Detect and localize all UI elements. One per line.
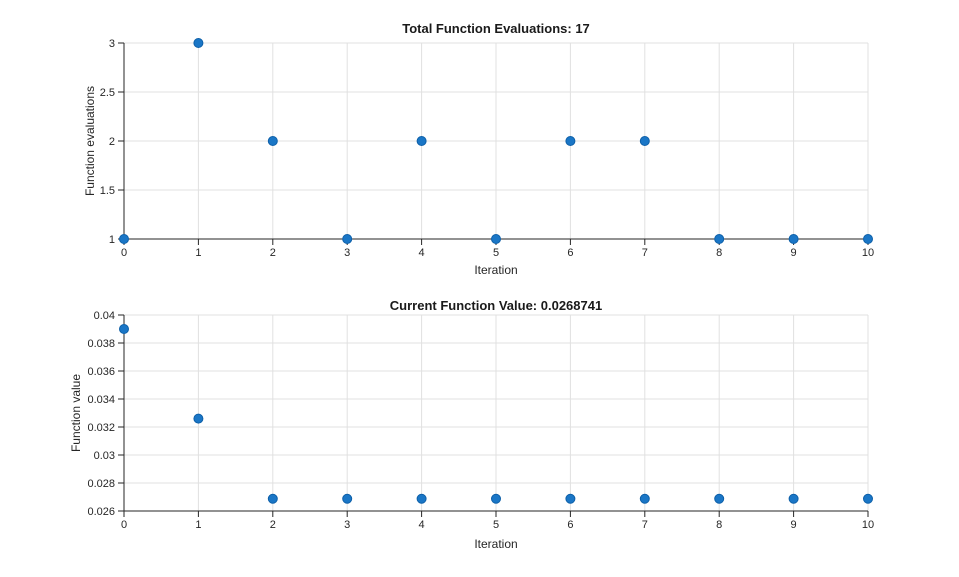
x-tick-label: 2 (270, 247, 276, 259)
x-tick-label: 3 (344, 519, 350, 531)
x-tick-label: 6 (567, 247, 573, 259)
bottom-chart-title: Current Function Value: 0.0268741 (390, 298, 602, 313)
x-tick-label: 9 (791, 519, 797, 531)
data-point (119, 234, 129, 244)
x-tick-label: 6 (567, 519, 573, 531)
y-tick-label: 2.5 (100, 87, 115, 99)
x-tick-label: 8 (716, 247, 722, 259)
data-point (267, 493, 278, 504)
data-point (714, 493, 725, 504)
x-tick-label: 5 (493, 247, 499, 259)
x-tick-label: 1 (195, 247, 201, 259)
x-tick-label: 1 (195, 519, 201, 531)
y-tick-label: 0.04 (94, 310, 115, 322)
y-tick-label: 3 (109, 38, 115, 50)
y-tick-label: 0.03 (94, 450, 115, 462)
y-tick-label: 0.028 (87, 478, 115, 490)
data-point (267, 136, 278, 146)
x-tick-label: 3 (344, 247, 350, 259)
top-yaxis-label: Function evaluations (83, 86, 97, 196)
y-tick-label: 0.026 (87, 506, 115, 518)
data-point (416, 493, 427, 504)
x-tick-label: 10 (862, 519, 874, 531)
bottom-yaxis-label: Function value (69, 374, 83, 452)
y-tick-label: 0.032 (87, 422, 115, 434)
data-point (342, 234, 353, 244)
data-point (565, 493, 576, 504)
top-xaxis-label: Iteration (474, 263, 517, 277)
x-tick-label: 7 (642, 519, 648, 531)
x-tick-label: 0 (121, 247, 127, 259)
x-tick-label: 8 (716, 519, 722, 531)
y-tick-label: 2 (109, 136, 115, 148)
data-point (193, 413, 204, 424)
data-point (416, 136, 427, 146)
data-point (714, 234, 725, 244)
y-tick-label: 0.038 (87, 338, 115, 350)
data-point (565, 136, 576, 146)
top-chart-title: Total Function Evaluations: 17 (402, 21, 590, 36)
x-tick-label: 10 (862, 247, 874, 259)
data-point (639, 493, 650, 504)
data-point (863, 493, 873, 504)
data-point (863, 234, 873, 244)
data-point (119, 324, 129, 334)
y-tick-label: 1.5 (100, 185, 115, 197)
x-tick-label: 7 (642, 247, 648, 259)
x-tick-label: 0 (121, 519, 127, 531)
data-point (788, 493, 799, 504)
data-point (788, 234, 799, 244)
x-tick-label: 5 (493, 519, 499, 531)
bottom-xaxis-label: Iteration (474, 537, 517, 551)
y-tick-label: 1 (109, 234, 115, 246)
x-tick-label: 9 (791, 247, 797, 259)
data-point (639, 136, 650, 146)
x-tick-label: 4 (419, 519, 425, 531)
data-point (491, 234, 501, 244)
data-point (193, 38, 204, 48)
x-tick-label: 2 (270, 519, 276, 531)
y-tick-label: 0.034 (87, 394, 115, 406)
data-point (342, 493, 353, 504)
data-point (491, 493, 501, 504)
y-tick-label: 0.036 (87, 366, 115, 378)
function-value-chart: 0 1 2 3 4 5 6 7 8 9 10 0.026 0.028 0.03 0.032 0.034 0.03… (87, 310, 874, 531)
x-tick-label: 4 (419, 247, 425, 259)
